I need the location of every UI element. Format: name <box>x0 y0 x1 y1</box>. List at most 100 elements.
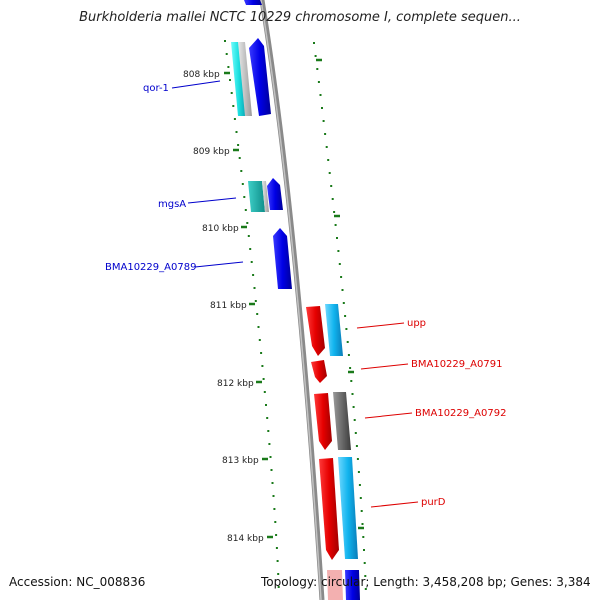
scale-dot <box>274 521 277 523</box>
scale-dot <box>347 354 350 356</box>
tick-label: 809 kbp <box>193 147 230 157</box>
scale-dot <box>273 508 276 510</box>
gene-qor-1[interactable] <box>249 38 271 116</box>
scale-dot <box>253 287 256 289</box>
tick-label: 811 kbp <box>210 301 247 311</box>
scale-dot <box>362 536 365 538</box>
scale-dot <box>352 406 355 408</box>
gene-arrow[interactable] <box>333 392 351 450</box>
scale-dot <box>266 417 269 419</box>
scale-dot <box>345 328 348 330</box>
scale-dot <box>261 365 264 367</box>
gene-arrow[interactable] <box>238 42 252 116</box>
tick-label: 810 kbp <box>202 224 239 234</box>
scale-dot <box>275 547 278 549</box>
tick-label: 812 kbp <box>217 379 254 389</box>
label-BMA10229-A0791[interactable]: BMA10229_A0791 <box>411 359 502 370</box>
scale-dot <box>230 92 233 94</box>
scale-dot <box>272 495 275 497</box>
topology-summary: Topology: circular; Length: 3,458,208 bp… <box>261 575 591 589</box>
scale-dot <box>244 209 247 211</box>
scale-dot <box>361 523 364 525</box>
scale-dot <box>331 198 334 200</box>
scale-dot <box>227 66 230 68</box>
right-scale-dots <box>313 42 367 590</box>
gene-arrow[interactable] <box>231 42 246 116</box>
scale-dot <box>340 276 343 278</box>
scale-dot <box>267 430 270 432</box>
gene-BMA10229-A0791[interactable] <box>311 360 327 383</box>
gene-arrow[interactable] <box>244 0 262 5</box>
scale-dot <box>238 157 241 159</box>
scale-dot <box>358 484 361 486</box>
scale-dot <box>344 315 347 317</box>
scale-dot <box>337 250 340 252</box>
label-purD[interactable]: purD <box>421 497 446 508</box>
map-title: Burkholderia mallei NCTC 10229 chromosom… <box>79 10 521 25</box>
scale-dot <box>322 120 325 122</box>
chromosome-backbone <box>259 0 325 600</box>
scale-dot <box>271 482 274 484</box>
scale-dot <box>252 274 255 276</box>
scale-dot <box>225 53 228 55</box>
label-mgsA[interactable]: mgsA <box>158 199 186 210</box>
scale-dot <box>254 300 257 302</box>
scale-dot <box>333 211 336 213</box>
scale-dot <box>237 144 240 146</box>
scale-dot <box>269 456 272 458</box>
scale-dot <box>325 146 328 148</box>
scale-dot <box>353 419 356 421</box>
gene-BMA10229-A0789[interactable] <box>273 228 292 289</box>
scale-dot <box>247 235 250 237</box>
scale-dot <box>276 560 279 562</box>
gene-upp[interactable] <box>306 306 325 356</box>
scale-dot <box>327 159 330 161</box>
scale-dot <box>316 68 319 70</box>
scale-dot <box>363 549 365 551</box>
scale-dot <box>346 341 349 343</box>
scale-dot <box>324 133 327 135</box>
scale-dot <box>243 196 246 198</box>
scale-dot <box>224 40 226 42</box>
scale-dot <box>270 469 273 471</box>
label-BMA10229-A0792[interactable]: BMA10229_A0792 <box>415 408 506 419</box>
scale-dot <box>321 107 323 109</box>
scale-dot <box>246 222 249 224</box>
scale-dot <box>342 302 345 304</box>
label-qor-1[interactable]: qor-1 <box>143 83 169 94</box>
scale-dot <box>233 118 236 120</box>
scale-dot <box>349 367 352 369</box>
gene-arrow[interactable] <box>262 181 269 212</box>
scale-dot <box>268 443 271 445</box>
gene-BMA10229-A0792[interactable] <box>314 393 332 450</box>
accession-text: Accession: NC_008836 <box>9 575 146 589</box>
gene-arrow[interactable] <box>338 457 358 559</box>
scale-dot <box>277 586 280 588</box>
scale-dot <box>314 55 317 57</box>
scale-dot <box>260 352 263 354</box>
label-BMA10229-A0789[interactable]: BMA10229_A0789 <box>105 262 196 273</box>
scale-dot <box>338 263 341 265</box>
scale-tick-marks <box>224 58 364 539</box>
gene-arrow[interactable] <box>345 570 360 600</box>
scale-dot <box>328 172 331 174</box>
scale-dot <box>357 471 360 473</box>
gene-arrow[interactable] <box>327 570 343 600</box>
scale-dot <box>277 573 280 575</box>
gene-mgsA[interactable] <box>267 178 283 210</box>
scale-dot <box>341 289 344 291</box>
scale-dot <box>364 588 367 590</box>
scale-dot <box>356 458 359 460</box>
gene-purD[interactable] <box>319 458 339 560</box>
scale-dot <box>313 42 315 44</box>
gene-arrow[interactable] <box>248 181 265 212</box>
label-upp[interactable]: upp <box>407 318 426 329</box>
left-gene-labels: qor-1 mgsA BMA10229_A0789 <box>105 80 244 273</box>
scale-dot <box>229 79 231 81</box>
gene-arrow[interactable] <box>325 304 343 356</box>
scale-dot <box>334 224 337 226</box>
forward-genes <box>231 0 292 289</box>
scale-ticks: 808 kbp 809 kbp 810 kbp 811 kbp 812 kbp … <box>183 70 264 544</box>
scale-dot <box>265 404 267 406</box>
